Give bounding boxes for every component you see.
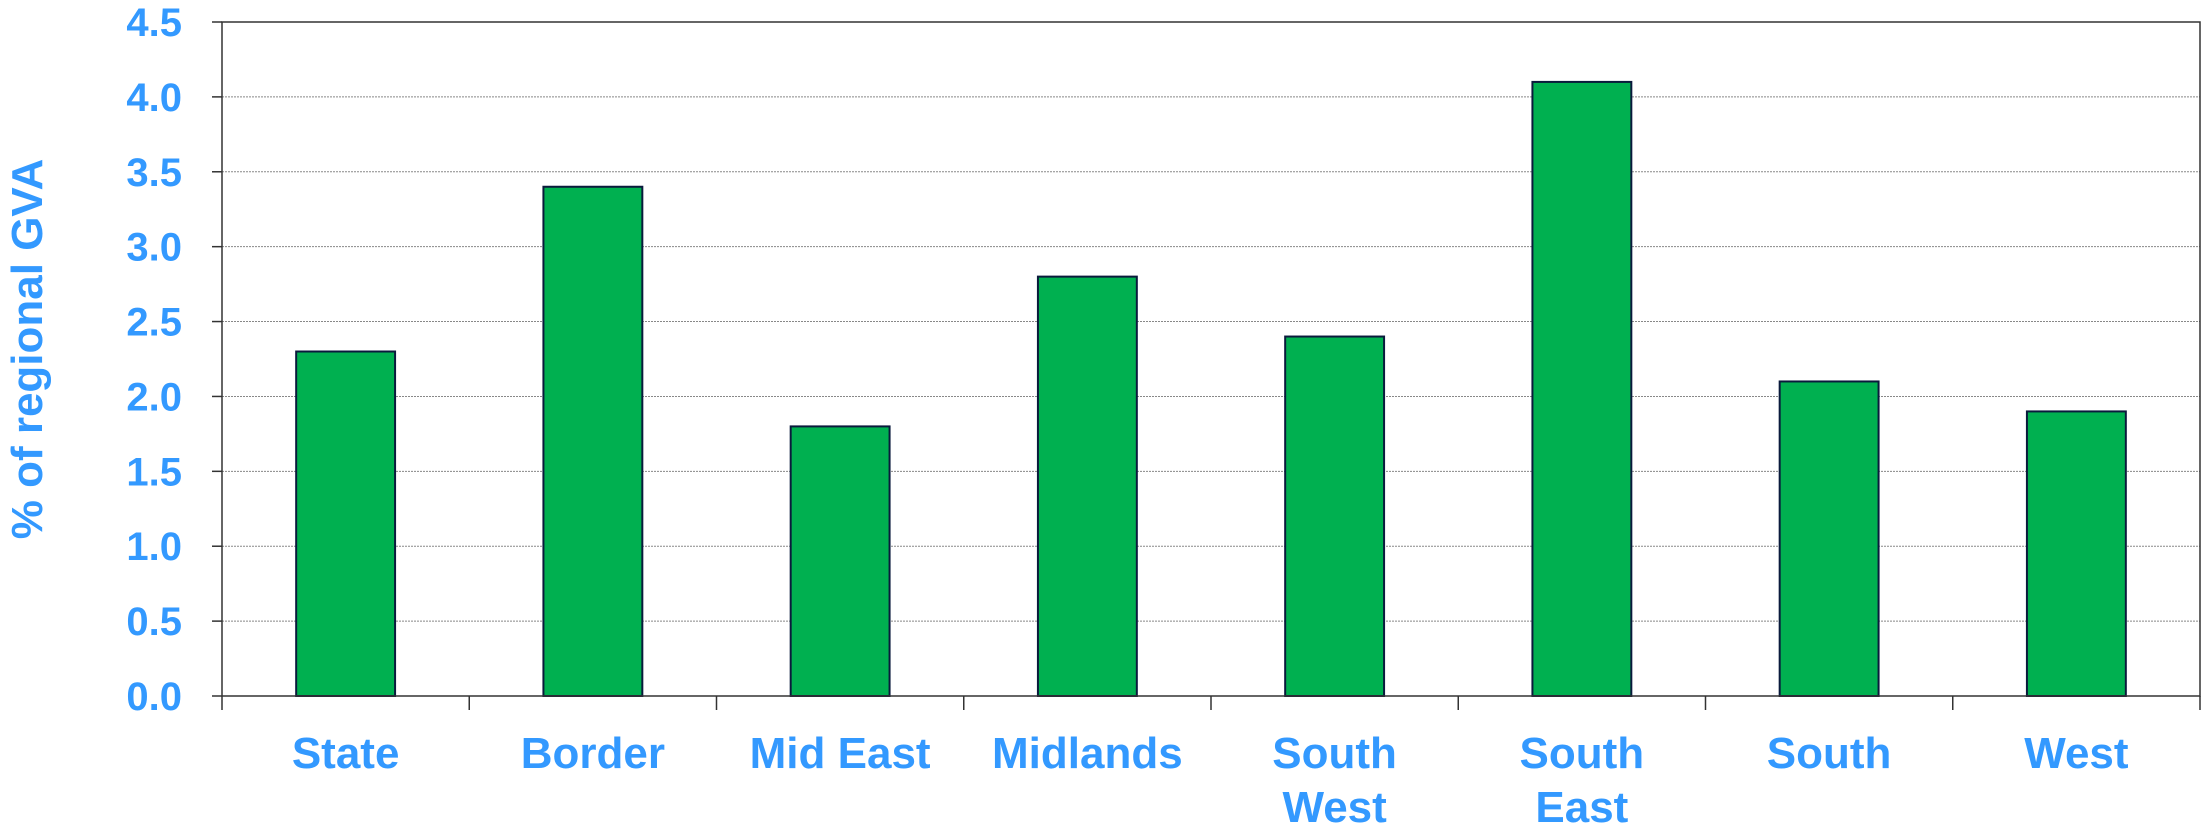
bar bbox=[1531, 80, 1633, 697]
bar bbox=[789, 425, 891, 697]
y-tick-label: 4.0 bbox=[126, 76, 182, 120]
x-category-label: Midlands bbox=[992, 729, 1183, 778]
y-tick-label: 3.5 bbox=[126, 151, 182, 195]
y-tick-label: 2.0 bbox=[126, 375, 182, 419]
x-category-label: State bbox=[292, 729, 400, 778]
y-tick-label: 0.0 bbox=[126, 675, 182, 719]
bar bbox=[1778, 380, 1880, 697]
x-category-label: South bbox=[1767, 729, 1892, 778]
bar bbox=[1284, 335, 1386, 697]
bar bbox=[2025, 410, 2127, 697]
y-tick-labels: 0.0 0.5 1.0 1.5 2.0 2.5 3.0 3.5 4.0 4.5 bbox=[126, 1, 182, 719]
bar bbox=[1036, 275, 1138, 697]
y-axis-title: % of regional GVA bbox=[3, 159, 52, 540]
y-tick-label: 1.5 bbox=[126, 450, 182, 494]
y-tick-label: 2.5 bbox=[126, 301, 182, 345]
y-tick-label: 3.0 bbox=[126, 226, 182, 270]
bar-series bbox=[295, 80, 2127, 697]
x-category-label: South East bbox=[1520, 729, 1645, 832]
x-category-labels: State Border Mid East Midlands South WestSout… bbox=[292, 729, 2129, 832]
y-tick-label: 1.0 bbox=[126, 525, 182, 569]
gridlines bbox=[222, 96, 2200, 622]
y-tick-label: 0.5 bbox=[126, 600, 182, 644]
x-category-label: Mid East bbox=[750, 729, 931, 778]
bar bbox=[542, 185, 644, 697]
y-tick-label: 4.5 bbox=[126, 1, 182, 45]
x-category-label: West bbox=[2024, 729, 2129, 778]
plot-frame bbox=[221, 21, 2201, 697]
x-category-label: South West bbox=[1272, 729, 1397, 832]
axes bbox=[212, 21, 2201, 710]
bar bbox=[295, 350, 397, 697]
x-category-label: Border bbox=[521, 729, 665, 778]
